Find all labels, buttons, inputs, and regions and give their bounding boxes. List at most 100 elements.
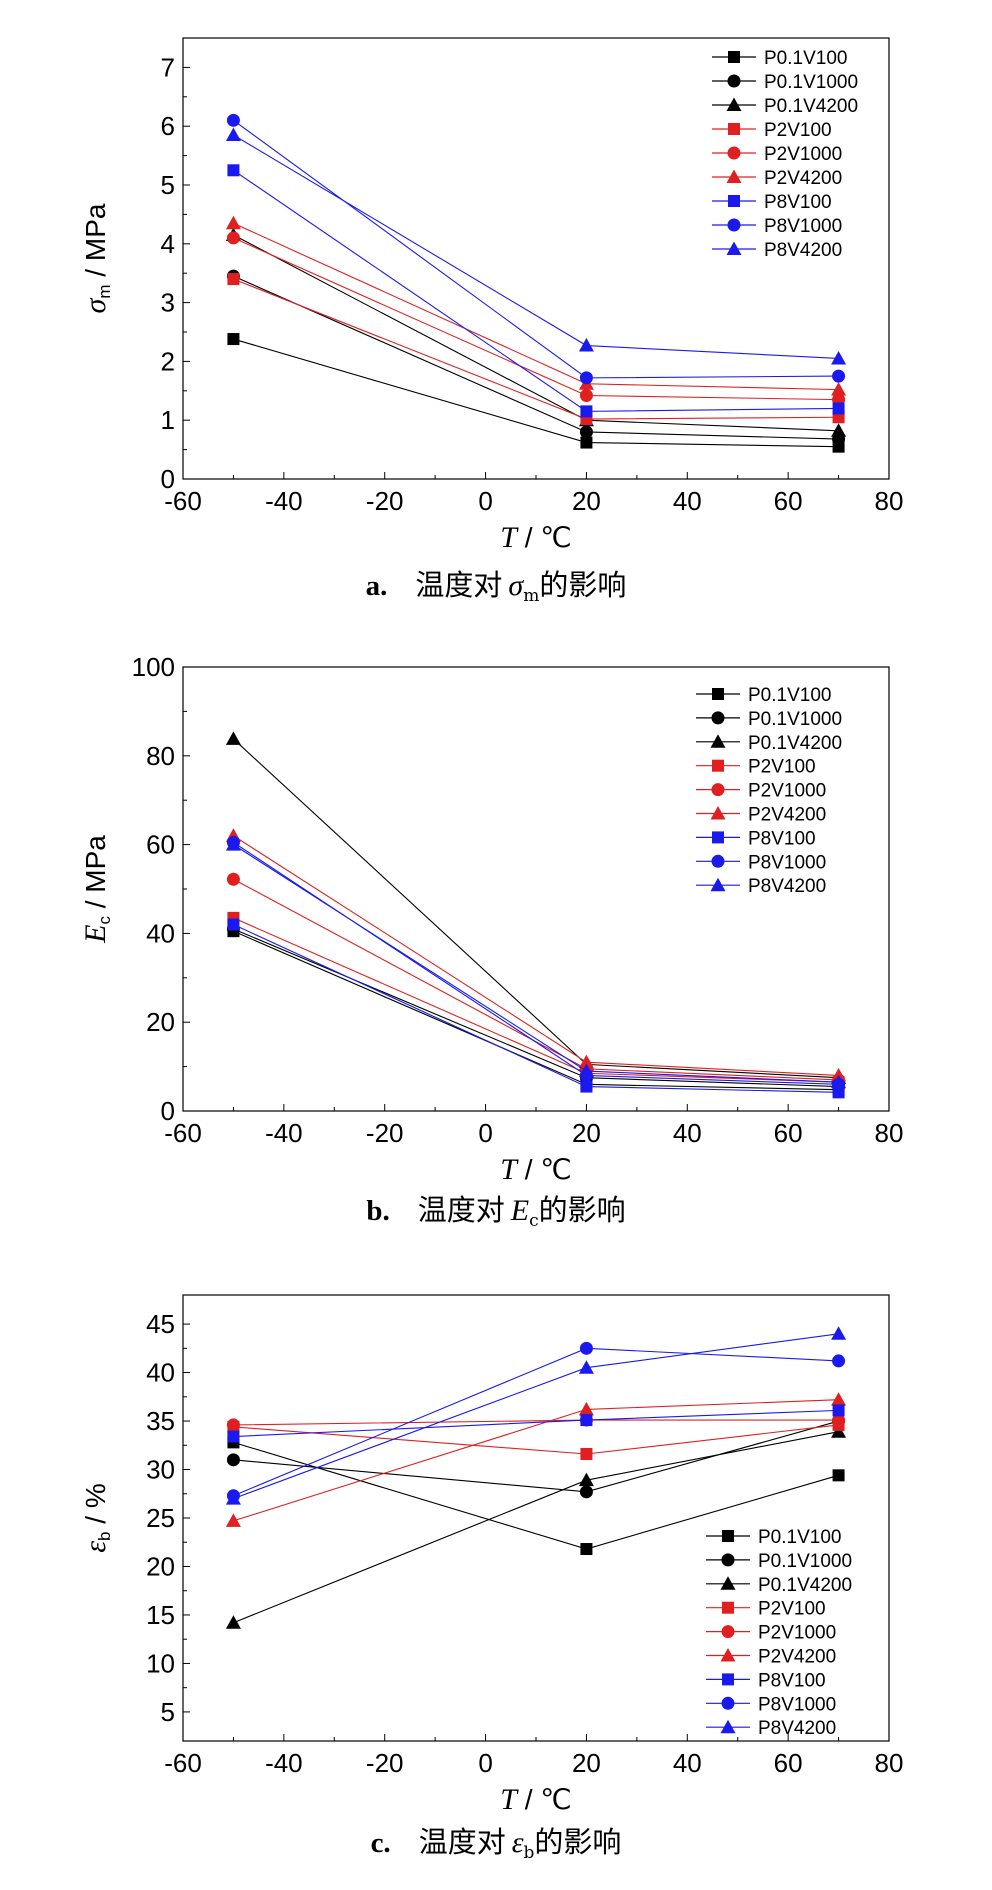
- legend-label: P2V100: [758, 1599, 826, 1620]
- y-tick-label: 80: [146, 741, 175, 771]
- x-tick-label: -20: [366, 486, 404, 516]
- x-tick-label: -60: [164, 1118, 202, 1148]
- legend-label: P8V4200: [748, 876, 826, 897]
- figure-caption: b. 温度对 Ec的影响: [366, 1193, 625, 1231]
- legend-label: P2V4200: [748, 805, 826, 826]
- legend-label: P8V100: [764, 192, 832, 213]
- legend-marker: [727, 218, 741, 232]
- series-line: [233, 237, 839, 401]
- data-point: [580, 1543, 593, 1556]
- caption-suffix: 的影响: [539, 1193, 626, 1227]
- x-axis-unit: / ℃: [517, 522, 572, 553]
- legend-label: P0.1V100: [758, 1527, 841, 1548]
- series-line: [233, 275, 839, 440]
- data-point: [227, 273, 240, 286]
- caption-text: 温度对: [415, 568, 502, 602]
- chart-c: -60 -40 -20 0 20 40 60 80 5 10 15 20 25 30 35 40 45 T / ℃…: [79, 1294, 904, 1863]
- series-line: [233, 878, 839, 1081]
- y-tick-label: 60: [146, 830, 175, 860]
- series-P2V100: [227, 273, 845, 426]
- y-tick-label: 40: [146, 1358, 175, 1388]
- legend: P0.1V100 P0.1V1000 P0.1V4200 P2V100 P2V1000 P…: [696, 685, 842, 897]
- legend-marker: [711, 854, 725, 868]
- y-tick-label: 10: [146, 1648, 175, 1678]
- x-tick-label: 0: [478, 1118, 492, 1148]
- series-P0.1V1000: [226, 922, 846, 1094]
- legend-marker: [712, 688, 724, 700]
- y-tick-label: 5: [161, 1697, 175, 1727]
- caption-text: 温度对: [419, 1825, 506, 1859]
- legend-label: P2V1000: [748, 781, 826, 802]
- data-point: [580, 1414, 593, 1427]
- legend: P0.1V100 P0.1V1000 P0.1V4200 P2V100 P2V1000 P…: [706, 1527, 852, 1739]
- data-point: [225, 1491, 241, 1505]
- x-tick-label: -40: [265, 1748, 303, 1778]
- data-point: [831, 1074, 847, 1089]
- legend-label: P8V4200: [764, 240, 842, 261]
- legend-marker: [720, 1576, 736, 1590]
- x-tick-label: 20: [572, 486, 601, 516]
- y-axis-subscript: c: [95, 916, 114, 925]
- x-tick-label: 80: [875, 1748, 904, 1778]
- legend-label: P8V1000: [748, 852, 826, 873]
- legend-marker: [726, 97, 742, 111]
- legend-marker: [721, 1553, 735, 1567]
- y-axis-subscript: m: [95, 284, 114, 298]
- data-point: [578, 1472, 594, 1487]
- x-tick-label: 40: [673, 1748, 702, 1778]
- data-point: [225, 215, 241, 230]
- legend-label: P0.1V1000: [748, 709, 842, 730]
- caption-symbol: E: [510, 1194, 529, 1227]
- legend-label: P2V4200: [764, 168, 842, 189]
- y-tick-label: 20: [146, 1551, 175, 1581]
- y-tick-label: 40: [146, 918, 175, 948]
- legend-label: P0.1V4200: [748, 733, 842, 754]
- x-axis-title: T / ℃: [500, 521, 571, 554]
- y-tick-label: 5: [161, 170, 175, 200]
- data-point: [579, 1485, 593, 1499]
- x-tick-label: -20: [366, 1748, 404, 1778]
- data-point: [226, 113, 240, 127]
- y-tick-label: 6: [161, 111, 175, 141]
- y-axis-subscript: b: [95, 1531, 114, 1540]
- series-P2V1000: [226, 872, 846, 1087]
- data-point: [832, 1354, 846, 1368]
- series-P0.1V1000: [226, 1414, 846, 1499]
- y-axis-symbol: σ: [79, 297, 112, 313]
- data-point: [227, 333, 240, 346]
- caption-subscript: b: [524, 1843, 535, 1863]
- x-tick-label: 80: [875, 1118, 904, 1148]
- legend-label: P0.1V100: [748, 685, 831, 706]
- data-point: [225, 731, 241, 745]
- legend-marker: [722, 1530, 734, 1542]
- x-tick-label: -60: [164, 486, 202, 516]
- legend-label: P8V100: [758, 1670, 826, 1691]
- legend-label: P0.1V1000: [764, 72, 858, 93]
- legend-marker: [726, 169, 742, 183]
- legend-label: P0.1V4200: [764, 96, 858, 117]
- data-point: [226, 231, 240, 245]
- y-axis-title: σm / MPa: [79, 203, 114, 313]
- legend-label: P8V1000: [764, 216, 842, 237]
- chart-b: -60 -40 -20 0 20 40 60 80 0 20 40 60 80 100 T / ℃ Ec / …: [79, 652, 903, 1231]
- legend-label: P0.1V4200: [758, 1575, 852, 1596]
- series-line: [233, 1420, 839, 1493]
- series-P8V4200: [225, 1326, 847, 1505]
- data-point: [831, 350, 847, 365]
- x-tick-label: 20: [572, 1748, 601, 1778]
- data-point: [579, 425, 593, 439]
- data-point: [225, 1513, 241, 1527]
- y-axis-unit: / MPa: [80, 835, 111, 916]
- y-tick-label: 20: [146, 1007, 175, 1037]
- series-P2V4200: [225, 1392, 847, 1527]
- y-tick-label: 0: [161, 1096, 175, 1126]
- legend-label: P0.1V100: [764, 48, 847, 69]
- caption-prefix: b.: [366, 1195, 389, 1227]
- data-point: [831, 1392, 847, 1406]
- legend-marker: [728, 195, 740, 207]
- data-point: [225, 1615, 241, 1629]
- series-line: [233, 338, 839, 448]
- series-line: [233, 169, 839, 412]
- data-point: [578, 1360, 594, 1374]
